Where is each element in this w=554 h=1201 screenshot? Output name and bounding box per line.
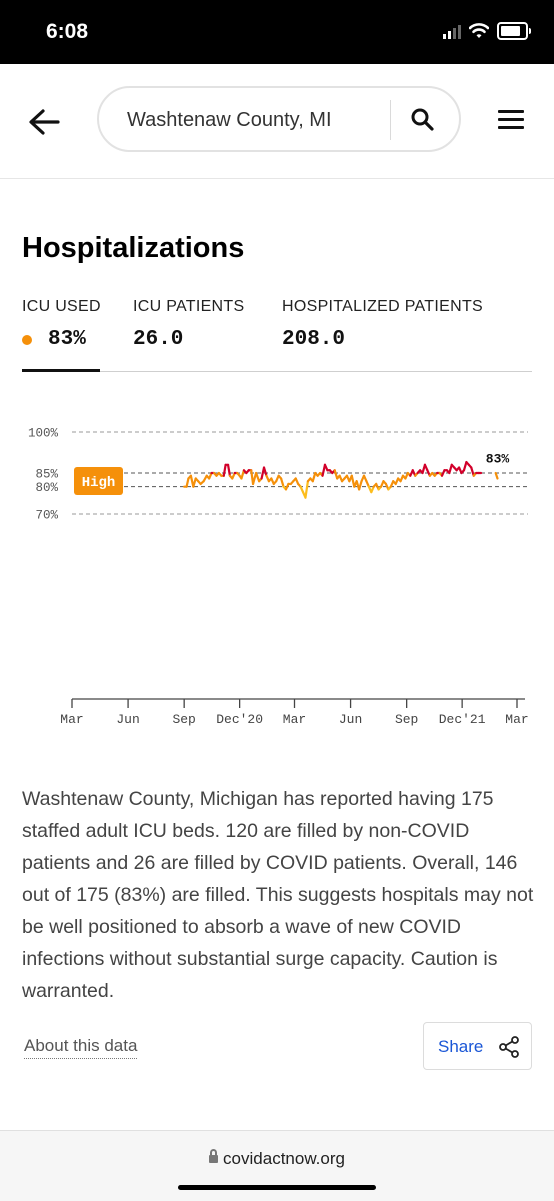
x-tick-label: Sep: [172, 712, 195, 727]
x-tick-label: Dec'20: [216, 712, 263, 727]
status-dot: [22, 334, 32, 345]
status-time: 6:08: [46, 20, 89, 43]
series-line-segment: [222, 463, 227, 477]
tab-label: ICU USED: [22, 298, 101, 315]
hospitalization-description: Washtenaw County, Michigan has reported …: [22, 788, 534, 1002]
level-badge: [74, 467, 123, 495]
x-tick-label: Jun: [339, 712, 362, 727]
wifi-icon: [469, 23, 489, 38]
active-tab-indicator: [22, 369, 100, 372]
y-tick-label: 80%: [35, 481, 58, 495]
status-bar: 6:08: [0, 0, 554, 64]
top-app-bar: Washtenaw County, MI: [0, 64, 554, 179]
search-divider: [390, 100, 391, 140]
icu-usage-chart: 100% 85%80% 70% High Mar Jun Sep Dec'20 Mar Jun Se…: [28, 427, 529, 728]
about-data-link[interactable]: About this data: [24, 1036, 138, 1059]
series-line-segment: [358, 480, 363, 491]
status-icons: [443, 22, 531, 40]
url-text: covidactnow.org: [223, 1149, 345, 1168]
last-value-label: 83%: [486, 451, 510, 466]
menu-button[interactable]: [498, 110, 524, 132]
x-tick-label: Mar: [60, 712, 83, 727]
search-button[interactable]: [409, 106, 437, 134]
x-tick-label: Sep: [395, 712, 418, 727]
tab-hospitalized-patients[interactable]: HOSPITALIZED PATIENTS 208.0: [282, 298, 483, 351]
tab-value: 26.0: [133, 328, 184, 351]
series-line-segment: [321, 463, 327, 477]
series-line-segment: [448, 463, 453, 475]
menu-icon-bar: [498, 110, 524, 113]
series-line-segment: [494, 471, 499, 480]
series-line-segment: [262, 466, 268, 477]
search-input[interactable]: Washtenaw County, MI: [127, 109, 332, 131]
tab-value: 208.0: [282, 328, 346, 351]
series-line-segment: [192, 477, 197, 488]
series-line-segment: [462, 460, 468, 472]
series-line-segment: [254, 471, 261, 483]
location-search-box[interactable]: Washtenaw County, MI: [97, 86, 461, 152]
section-title: Hospitalizations: [22, 232, 245, 264]
tab-icu-patients[interactable]: ICU PATIENTS 26.0: [133, 298, 244, 351]
search-icon: [411, 108, 434, 131]
url-display[interactable]: covidactnow.org: [0, 1149, 554, 1169]
browser-url-bar[interactable]: covidactnow.org: [0, 1130, 554, 1201]
series-line-segment: [240, 469, 246, 480]
tab-icu-used[interactable]: ICU USED 83%: [22, 298, 101, 351]
series-line-segment: [350, 474, 356, 488]
menu-icon-bar: [498, 118, 524, 121]
series-line-segment: [470, 466, 475, 477]
series-line-segment: [251, 471, 258, 486]
cellular-signal-icon: [443, 23, 461, 39]
tab-label: HOSPITALIZED PATIENTS: [282, 298, 483, 315]
home-indicator: [178, 1185, 376, 1190]
arrow-left-icon: [29, 109, 60, 135]
share-label: Share: [438, 1037, 484, 1056]
x-tick-label: Jun: [116, 712, 139, 727]
tabs-divider: [22, 371, 532, 372]
menu-icon-bar: [498, 126, 524, 129]
x-tick-label: Dec'21: [439, 712, 486, 727]
y-tick-label: 70%: [35, 509, 58, 523]
battery-icon: [497, 22, 531, 40]
back-button[interactable]: [24, 102, 64, 142]
level-badge-label: High: [82, 475, 116, 491]
series-line-segment: [311, 471, 317, 483]
y-tick-label: 100%: [28, 427, 59, 441]
share-button[interactable]: Share: [423, 1022, 532, 1070]
tab-value: 83%: [48, 328, 86, 351]
x-tick-label: Mar: [505, 712, 528, 727]
series-line-segment: [333, 469, 339, 480]
share-icon: [499, 1036, 519, 1058]
series-line-segment: [304, 480, 310, 499]
series-line-segment: [226, 463, 231, 477]
x-tick-label: Mar: [283, 712, 306, 727]
series-line-segment: [185, 477, 190, 488]
tab-label: ICU PATIENTS: [133, 298, 245, 315]
y-tick-label: 85%: [35, 468, 58, 482]
series-line-segment: [279, 477, 285, 488]
lock-icon: [209, 1149, 219, 1163]
